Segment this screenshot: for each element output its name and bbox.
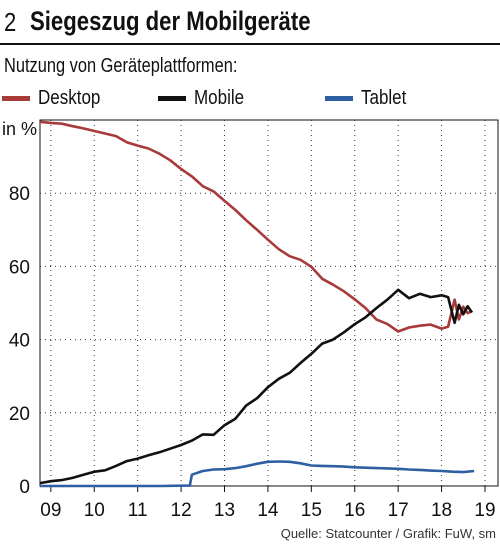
legend-swatch-tablet	[325, 95, 353, 101]
legend-item-tablet: Tablet	[325, 85, 414, 111]
legend-item-desktop: Desktop	[2, 85, 111, 111]
plot-frame	[39, 119, 499, 487]
legend-swatch-desktop	[2, 95, 30, 101]
series-line-tablet	[40, 460, 475, 488]
x-tick-label: 12	[171, 500, 192, 520]
legend-label-desktop: Desktop	[38, 86, 101, 109]
x-tick-label: 18	[431, 500, 452, 520]
x-tick-label: 15	[301, 500, 322, 520]
x-tick-label: 19	[474, 500, 495, 520]
x-tick-label: 17	[388, 500, 409, 520]
x-tick-label: 14	[257, 500, 279, 520]
chart-subtitle: Nutzung von Geräteplattformen:	[4, 55, 238, 77]
x-tick-label: 09	[40, 500, 61, 520]
chart-number: 2	[4, 7, 17, 37]
y-tick-label: 40	[9, 331, 30, 352]
series-line-desktop	[39, 120, 473, 333]
series-line-mobile	[39, 288, 474, 485]
x-tick-label: 10	[84, 500, 105, 520]
chart-header: 2 Siegeszug der Mobilgeräte	[0, 0, 500, 48]
legend-label-mobile: Mobile	[194, 86, 245, 109]
header-rule	[0, 43, 500, 45]
legend: Desktop Mobile Tablet	[0, 85, 500, 111]
x-tick-label: 16	[344, 500, 365, 520]
y-tick-label: 80	[9, 184, 30, 205]
y-tick-label: 60	[9, 257, 30, 278]
chart-title: Siegeszug der Mobilgeräte	[30, 6, 311, 36]
source-note: Quelle: Statcounter / Grafik: FuW, sm	[280, 526, 496, 541]
y-tick-label: 0	[19, 477, 30, 498]
y-axis-label: in %	[2, 119, 37, 139]
legend-swatch-mobile	[158, 95, 186, 101]
y-tick-label: 20	[9, 404, 30, 425]
x-tick-label: 11	[128, 500, 148, 520]
legend-label-tablet: Tablet	[361, 86, 407, 109]
x-tick-label: 13	[214, 500, 235, 520]
line-chart: 0 20 40 60 80 in % 09 10 11 12 13 14 15 16 17 18 19	[2, 119, 499, 520]
legend-item-mobile: Mobile	[158, 85, 253, 111]
